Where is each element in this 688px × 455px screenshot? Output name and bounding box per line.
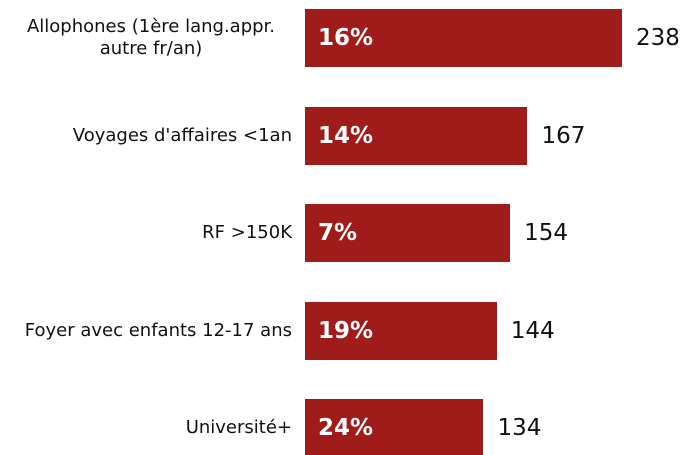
bar	[305, 204, 511, 262]
category-label-box: Université+	[10, 399, 292, 455]
bar-label: 19%	[318, 317, 374, 344]
category-label-box: Voyages d'affaires <1an	[10, 107, 292, 165]
value-label: 144	[510, 317, 555, 344]
value-label: 167	[541, 122, 586, 149]
value-label: 238	[636, 25, 680, 51]
bar	[305, 9, 623, 67]
value-label: 154	[524, 220, 569, 246]
bar-row: Voyages d'affaires <1an 14% 167	[0, 106, 688, 165]
bar-label: 7%	[318, 220, 358, 246]
value-label: 134	[497, 415, 542, 441]
category-label: Allophones (1ère lang.appr. autre fr/an)	[26, 16, 276, 59]
bar	[305, 106, 528, 165]
category-label-box: RF >150K	[10, 204, 292, 262]
bar-row: Foyer avec enfants 12-17 ans 19% 144	[0, 301, 688, 360]
category-label: Voyages d'affaires <1an	[72, 124, 292, 146]
bar-row: RF >150K 7% 154	[0, 204, 688, 262]
category-label: Foyer avec enfants 12-17 ans	[24, 319, 292, 341]
category-label-box: Allophones (1ère lang.appr. autre fr/an)	[10, 9, 292, 67]
bar	[305, 301, 497, 360]
bar-label: 14%	[318, 122, 374, 149]
category-label-box: Foyer avec enfants 12-17 ans	[10, 302, 292, 360]
bar	[305, 399, 484, 455]
bar-label: 16%	[318, 25, 374, 51]
category-label: Université+	[185, 417, 292, 438]
category-label: RF >150K	[202, 222, 292, 243]
bar-row: Université+ 24% 134	[0, 399, 688, 455]
bar-row: Allophones (1ère lang.appr. autre fr/an)…	[0, 9, 688, 67]
bar-label: 24%	[318, 415, 374, 441]
